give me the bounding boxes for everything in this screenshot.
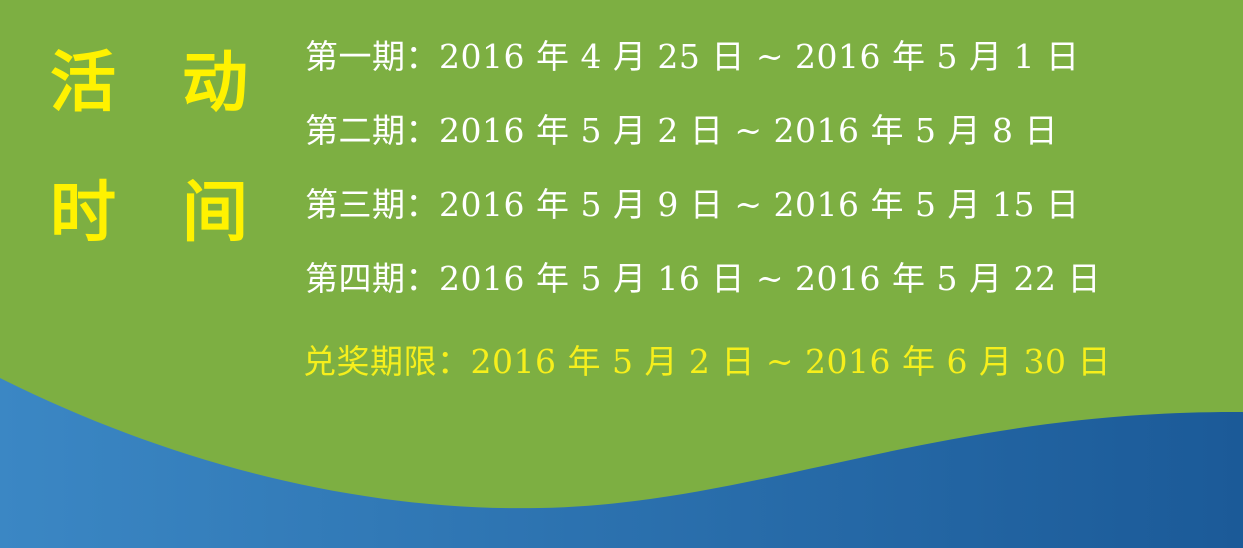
title-char-huo: 活 <box>50 44 116 121</box>
period-3: 第三期：2016 年 5 月 9 日 ~ 2016 年 5 月 15 日 <box>305 185 1080 224</box>
period-1: 第一期：2016 年 4 月 25 日 ~ 2016 年 5 月 1 日 <box>305 37 1080 76</box>
period-4: 第四期：2016 年 5 月 16 日 ~ 2016 年 5 月 22 日 <box>305 259 1101 298</box>
redeem-deadline: 兑奖期限：2016 年 5 月 2 日 ~ 2016 年 6 月 30 日 <box>303 342 1111 381</box>
title-char-shi: 时 <box>50 174 116 251</box>
period-2: 第二期：2016 年 5 月 2 日 ~ 2016 年 5 月 8 日 <box>305 111 1058 150</box>
title-char-jian: 间 <box>182 174 248 251</box>
title-char-dong: 动 <box>182 44 248 121</box>
